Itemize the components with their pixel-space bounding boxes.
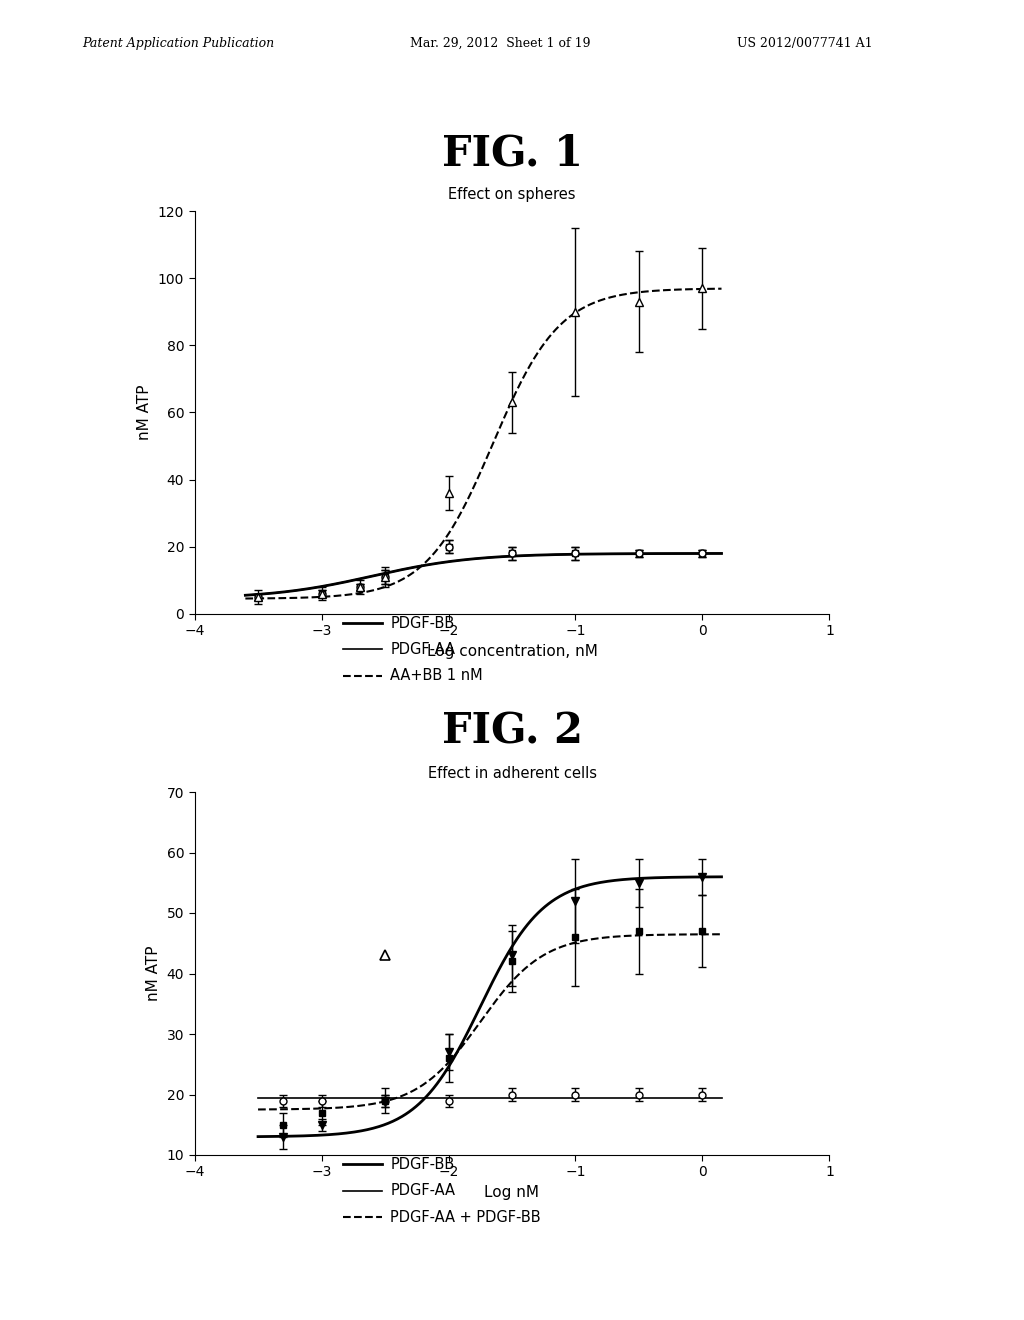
Text: Mar. 29, 2012  Sheet 1 of 19: Mar. 29, 2012 Sheet 1 of 19: [410, 37, 590, 50]
Text: PDGF-AA: PDGF-AA: [390, 642, 455, 657]
Text: PDGF-BB: PDGF-BB: [390, 615, 455, 631]
Text: Effect on spheres: Effect on spheres: [449, 187, 575, 202]
Text: Effect in adherent cells: Effect in adherent cells: [427, 766, 597, 780]
Text: PDGF-AA: PDGF-AA: [390, 1183, 455, 1199]
Text: PDGF-BB: PDGF-BB: [390, 1156, 455, 1172]
Text: AA+BB 1 nM: AA+BB 1 nM: [390, 668, 482, 684]
Text: FIG. 1: FIG. 1: [441, 132, 583, 174]
X-axis label: Log concentration, nM: Log concentration, nM: [427, 644, 597, 659]
Y-axis label: nM ATP: nM ATP: [146, 945, 161, 1002]
Text: Patent Application Publication: Patent Application Publication: [82, 37, 274, 50]
X-axis label: Log nM: Log nM: [484, 1185, 540, 1200]
Text: FIG. 2: FIG. 2: [441, 710, 583, 752]
Text: PDGF-AA + PDGF-BB: PDGF-AA + PDGF-BB: [390, 1209, 541, 1225]
Text: US 2012/0077741 A1: US 2012/0077741 A1: [737, 37, 872, 50]
Y-axis label: nM ATP: nM ATP: [137, 384, 153, 441]
